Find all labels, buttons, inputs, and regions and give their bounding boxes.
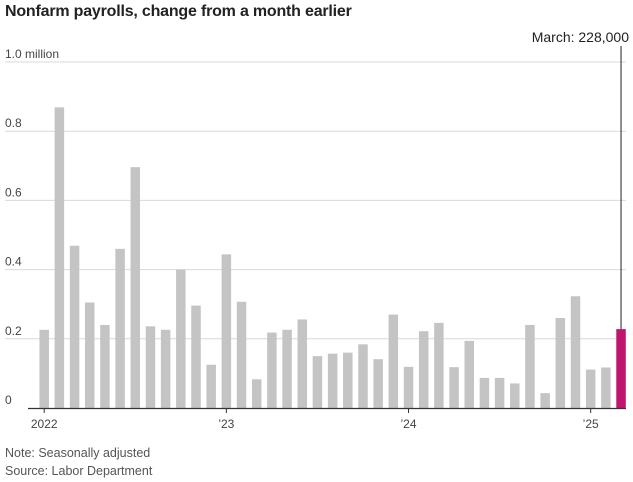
bar: [403, 366, 414, 408]
bar: [479, 377, 490, 408]
bar: [585, 369, 596, 408]
bar: [327, 353, 338, 408]
x-tick-label: ’23: [218, 417, 234, 431]
bar: [221, 254, 232, 408]
annotation-label: March: 228,000: [532, 29, 629, 45]
chart-title: Nonfarm payrolls, change from a month ea…: [5, 3, 352, 20]
bar: [191, 305, 201, 408]
bars: [39, 107, 626, 408]
bar: [343, 352, 353, 408]
x-tick-label: 2022: [31, 417, 58, 431]
bar-highlight: [616, 329, 626, 408]
gridlines: [5, 61, 626, 340]
x-tick-label: ’24: [401, 417, 417, 431]
chart-source: Source: Labor Department: [5, 464, 153, 478]
bar: [115, 248, 125, 408]
y-tick-labels: 0 0.2 0.4 0.6 0.8 1.0 million: [5, 47, 59, 407]
bar: [176, 269, 186, 408]
bar: [510, 383, 520, 408]
y-tick-label: 0.4: [5, 255, 22, 269]
bar: [494, 377, 505, 408]
bar: [555, 318, 566, 408]
bar: [464, 340, 474, 408]
bar: [145, 326, 156, 408]
bar: [236, 301, 247, 408]
bar: [251, 379, 262, 408]
chart-note: Note: Seasonally adjusted: [5, 446, 151, 460]
bar: [84, 302, 95, 408]
bar: [540, 393, 550, 408]
bar: [160, 329, 171, 408]
bar: [206, 364, 216, 408]
bar: [418, 331, 429, 408]
bar: [69, 245, 80, 408]
x-axis: 2022 ’23 ’24 ’25: [28, 407, 626, 431]
bar: [373, 359, 383, 408]
bar: [601, 367, 611, 408]
y-tick-label: 0: [5, 393, 12, 407]
y-tick-label: 0.2: [5, 324, 22, 338]
y-tick-label: 1.0 million: [5, 47, 59, 61]
bar: [130, 167, 141, 408]
y-tick-label: 0.8: [5, 116, 22, 130]
bar: [100, 324, 110, 408]
bar: [312, 356, 323, 408]
y-tick-label: 0.6: [5, 185, 22, 199]
bar: [434, 322, 444, 408]
bar: [39, 329, 49, 408]
x-tick-label: ’25: [583, 417, 599, 431]
bar: [297, 319, 308, 408]
bar: [449, 367, 459, 408]
bar: [570, 296, 581, 408]
bar: [282, 329, 292, 408]
bar: [267, 332, 277, 408]
bar: [525, 324, 535, 408]
bar: [358, 344, 368, 408]
bar: [54, 107, 65, 408]
bar: [388, 314, 399, 408]
annotation: March: 228,000: [532, 29, 629, 330]
